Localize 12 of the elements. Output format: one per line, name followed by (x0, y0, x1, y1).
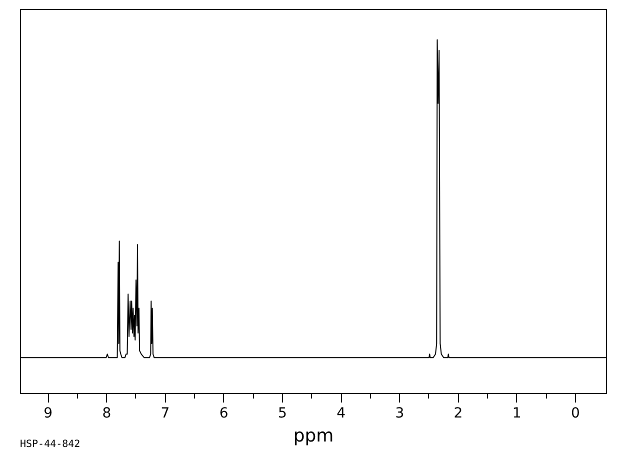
x-axis-title: ppm (293, 426, 334, 446)
x-tick-label: 4 (336, 406, 346, 422)
x-tick-label: 2 (454, 406, 463, 422)
x-tick-label: 0 (570, 406, 580, 422)
x-tick-label: 6 (219, 406, 228, 422)
x-tick-label: 1 (512, 406, 522, 422)
x-tick-label: 9 (44, 406, 53, 422)
x-tick-label: 3 (395, 406, 404, 422)
x-tick-label: 5 (278, 406, 287, 422)
x-tick-label: 8 (102, 406, 112, 422)
text: HSP-44-842 (20, 439, 80, 450)
x-tick-label: 7 (160, 406, 170, 422)
